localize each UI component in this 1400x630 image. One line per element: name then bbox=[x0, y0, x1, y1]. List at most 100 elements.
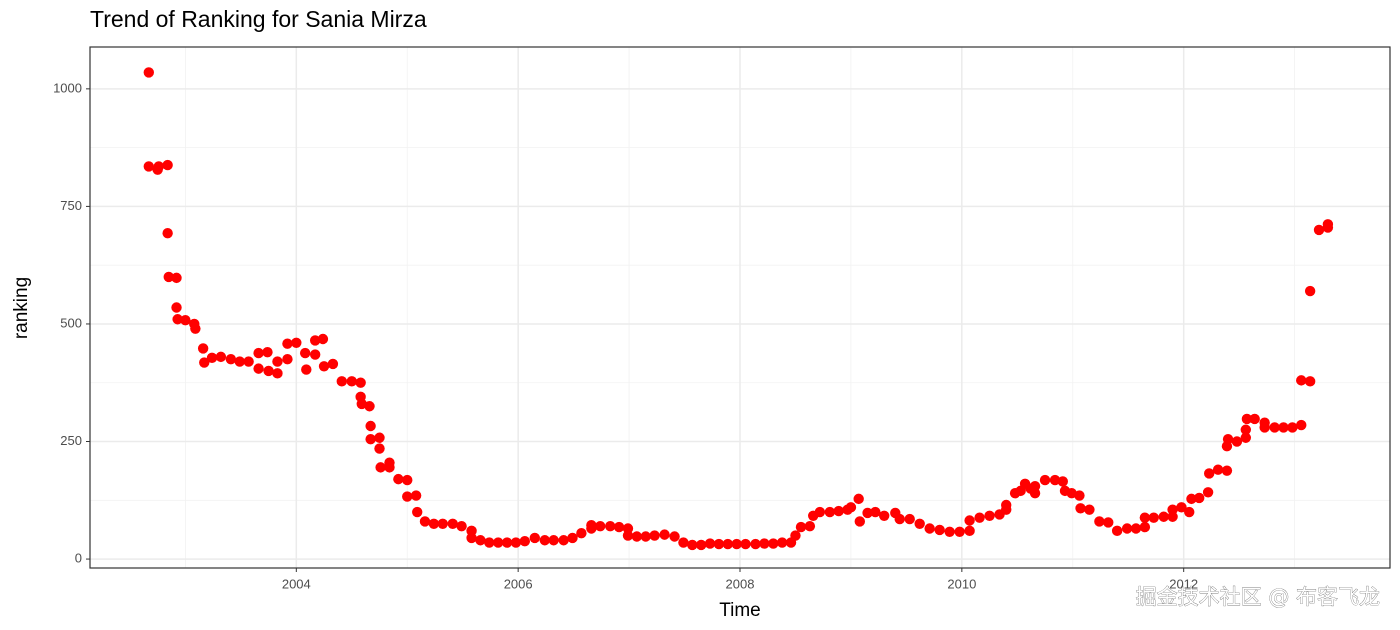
point bbox=[364, 401, 375, 412]
point bbox=[1240, 424, 1252, 435]
point bbox=[143, 161, 154, 172]
point bbox=[1001, 499, 1012, 511]
point bbox=[199, 357, 210, 368]
point bbox=[713, 538, 725, 550]
watermark: 掘金技术社区 @ 布客飞龙 bbox=[1136, 585, 1380, 609]
point bbox=[1212, 464, 1224, 475]
point bbox=[291, 337, 302, 348]
point bbox=[1296, 375, 1307, 386]
point bbox=[845, 502, 857, 513]
y-tick-label: 500 bbox=[60, 315, 82, 330]
point bbox=[1139, 512, 1151, 523]
point bbox=[853, 493, 864, 505]
point bbox=[253, 347, 264, 359]
point bbox=[790, 530, 801, 541]
point bbox=[143, 67, 154, 78]
point bbox=[282, 338, 293, 349]
point bbox=[833, 505, 844, 517]
point bbox=[402, 474, 413, 486]
point bbox=[301, 364, 312, 375]
x-tick-label: 2006 bbox=[504, 576, 533, 591]
point bbox=[558, 535, 569, 546]
point bbox=[622, 530, 634, 541]
point bbox=[519, 535, 531, 547]
point bbox=[649, 530, 660, 541]
point bbox=[317, 333, 329, 345]
point bbox=[1322, 219, 1334, 230]
point bbox=[437, 518, 448, 529]
point bbox=[924, 523, 935, 534]
point bbox=[1111, 525, 1123, 537]
point bbox=[539, 535, 550, 546]
point bbox=[776, 537, 788, 548]
point bbox=[576, 528, 587, 539]
point bbox=[484, 537, 495, 548]
point bbox=[659, 529, 670, 540]
point bbox=[548, 535, 559, 546]
point bbox=[854, 516, 865, 527]
point bbox=[1203, 468, 1215, 479]
point bbox=[1194, 492, 1205, 504]
point bbox=[447, 518, 458, 529]
point bbox=[878, 510, 890, 522]
point bbox=[419, 516, 431, 527]
point bbox=[669, 531, 680, 542]
point bbox=[964, 515, 975, 526]
point bbox=[1231, 436, 1243, 447]
point bbox=[1313, 224, 1325, 236]
point bbox=[1287, 422, 1298, 433]
point bbox=[870, 506, 881, 518]
point bbox=[934, 524, 945, 536]
point bbox=[1221, 465, 1233, 476]
point bbox=[456, 520, 467, 532]
point bbox=[190, 323, 201, 334]
point bbox=[374, 432, 385, 443]
point bbox=[1249, 413, 1260, 425]
point bbox=[795, 521, 807, 533]
point bbox=[1184, 506, 1195, 518]
point bbox=[1269, 422, 1280, 433]
point bbox=[262, 346, 273, 358]
x-tick-label: 2012 bbox=[1169, 576, 1198, 591]
point bbox=[1075, 503, 1086, 514]
point bbox=[678, 537, 689, 548]
point bbox=[768, 538, 779, 549]
point bbox=[750, 538, 761, 550]
grid bbox=[90, 47, 1390, 568]
point bbox=[631, 531, 643, 542]
point bbox=[567, 532, 578, 544]
point bbox=[374, 443, 385, 454]
y-axis-title: ranking bbox=[11, 277, 32, 339]
point bbox=[1084, 504, 1095, 515]
points bbox=[143, 67, 1334, 551]
point bbox=[501, 537, 513, 548]
point bbox=[466, 532, 477, 544]
point bbox=[704, 538, 716, 549]
point bbox=[318, 361, 330, 372]
point bbox=[410, 490, 422, 501]
point bbox=[731, 538, 742, 550]
point bbox=[695, 539, 707, 551]
point bbox=[824, 506, 836, 518]
point bbox=[282, 354, 293, 365]
point bbox=[492, 537, 504, 548]
point bbox=[172, 314, 183, 325]
point bbox=[412, 506, 423, 518]
point bbox=[605, 520, 616, 532]
y-tick-label: 1000 bbox=[53, 80, 82, 95]
point bbox=[336, 376, 347, 387]
point bbox=[162, 228, 173, 239]
point bbox=[814, 506, 826, 518]
point bbox=[234, 356, 245, 367]
point bbox=[253, 363, 264, 374]
point bbox=[402, 491, 413, 502]
point bbox=[804, 520, 816, 532]
point bbox=[365, 420, 376, 432]
point bbox=[1029, 488, 1041, 499]
point bbox=[1304, 376, 1316, 387]
point bbox=[309, 349, 321, 360]
point bbox=[171, 272, 182, 284]
point bbox=[355, 377, 366, 388]
point bbox=[1074, 490, 1085, 501]
